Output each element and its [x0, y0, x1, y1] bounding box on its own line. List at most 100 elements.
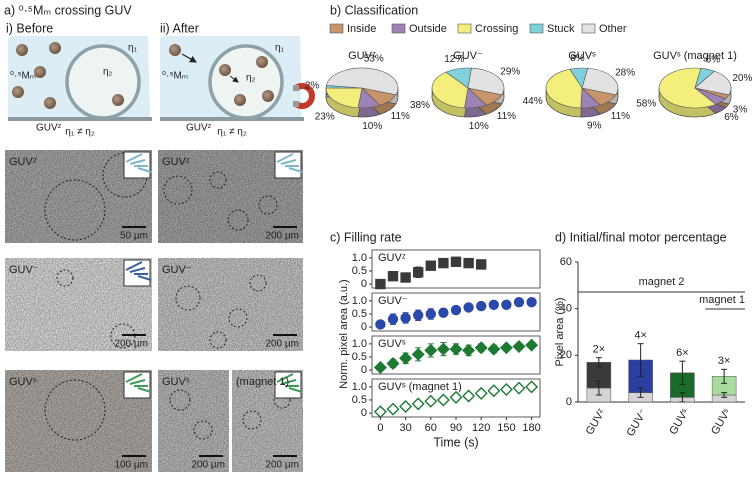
bar-label: 6× — [676, 347, 689, 359]
micrograph: GUV⁻ 200 µm — [158, 258, 303, 351]
x-tick-label: 30 — [399, 422, 411, 434]
pie-slice — [545, 68, 583, 109]
pie-title: GUVᶻ — [348, 50, 376, 62]
point — [386, 357, 400, 371]
point — [450, 304, 462, 316]
error-bar — [595, 357, 602, 368]
panel-title: b) Classification — [330, 3, 418, 17]
inset-helix — [125, 153, 143, 163]
pie-value-label: 9% — [587, 121, 602, 132]
pie-slice — [325, 67, 399, 96]
point — [399, 351, 413, 365]
y-tick-label: 0.5 — [352, 351, 367, 363]
inset-helix — [125, 261, 143, 271]
legend-swatch — [457, 23, 472, 34]
point — [449, 390, 463, 404]
panel-title: a) ⁰·⁵Mₘ crossing GUV — [4, 3, 132, 17]
inset-helix — [129, 159, 146, 165]
vesicle-outline — [227, 209, 249, 231]
pie-slice — [658, 67, 717, 109]
x-tick-label: 180 — [522, 422, 540, 434]
motor — [49, 42, 61, 54]
series-label: GUV⁻ — [378, 295, 408, 307]
pie-value-label: 8% — [570, 53, 585, 64]
surface-label: GUVᶻ — [36, 123, 62, 134]
point — [525, 380, 539, 394]
legend-swatch — [391, 23, 406, 34]
point — [474, 386, 488, 400]
micrograph: GUV⁻ 200 µm — [5, 258, 152, 351]
legend-label: Inside — [347, 23, 376, 35]
image-label: GUVᶻ — [9, 156, 37, 168]
vesicle-outline — [169, 389, 191, 411]
scale-label: 200 µm — [265, 231, 299, 242]
vesicle-outline — [209, 331, 227, 349]
inset-helix — [288, 167, 303, 173]
x-tick-label: 60 — [425, 422, 437, 434]
y-tick-label: 1.0 — [352, 252, 367, 264]
point — [463, 257, 474, 269]
y-tick-label: 1.0 — [352, 295, 367, 307]
vesicle — [65, 44, 141, 120]
pie-value-label: 11% — [497, 111, 516, 122]
error-bar — [721, 392, 728, 398]
legend-label: Outside — [409, 23, 447, 35]
point — [399, 400, 413, 414]
charts: b) Classification Inside Outside Crossing St… — [305, 3, 753, 449]
y-tick-label: 0.5 — [352, 394, 367, 406]
subpanel-title: ii) After — [160, 21, 199, 35]
subpanel-title: i) Before — [6, 21, 53, 35]
image-label: GUV⁻ — [162, 264, 192, 276]
inset-helix — [137, 275, 152, 281]
pie-slice — [694, 70, 732, 96]
motor — [16, 44, 28, 56]
point — [499, 382, 513, 396]
point — [463, 302, 474, 313]
x-tick-label: GUVˢ — [667, 407, 691, 437]
subplot-frame — [371, 292, 541, 332]
motor — [169, 44, 181, 56]
motor — [234, 94, 246, 106]
point — [525, 338, 539, 352]
pie-slice — [581, 67, 619, 96]
inset-helix — [276, 153, 294, 163]
x-tick-label: GUV⁻ — [625, 407, 650, 439]
pie-value-label: 44% — [523, 96, 543, 107]
point — [462, 389, 476, 403]
pie-title: GUVˢ — [568, 50, 596, 62]
point — [501, 299, 512, 310]
inset-helix — [280, 379, 297, 385]
pie-title: GUVˢ (magnet 1) — [653, 50, 737, 62]
error-bar — [637, 387, 644, 398]
motor — [44, 97, 56, 109]
motor-label: ⁰·⁵Mₘ — [10, 71, 36, 82]
motor — [262, 90, 274, 102]
viscosity-label: η₂ — [246, 73, 256, 84]
viscosity-label: η₂ — [103, 67, 113, 78]
motion-arrow — [229, 75, 239, 83]
error-bar — [679, 360, 686, 385]
point — [474, 341, 488, 355]
x-axis-label: Time (s) — [433, 435, 478, 449]
image-label: GUVᶻ — [162, 156, 190, 168]
scale-label: 100 µm — [114, 460, 148, 471]
point — [436, 342, 450, 356]
legend-label: Crossing — [475, 23, 518, 35]
point — [387, 271, 399, 282]
inset-helix — [137, 387, 152, 393]
point — [425, 260, 436, 271]
series-label: GUVˢ (magnet 1) — [378, 381, 462, 393]
micrograph: GUVᶻ 200 µm — [158, 150, 303, 243]
x-tick-label: GUVˢ — [709, 407, 733, 437]
pie-value-label: 28% — [615, 67, 635, 78]
pie-value-label: 53% — [364, 53, 384, 64]
vesicle-outline — [249, 274, 267, 292]
y-tick-label: 0.5 — [352, 308, 367, 320]
pie-value-label: 2% — [305, 81, 320, 92]
legend-label: Other — [599, 23, 627, 35]
vesicle-outline — [44, 179, 106, 241]
point — [512, 381, 526, 395]
scale-label: 200 µm — [265, 460, 299, 471]
scale-label: 200 µm — [191, 460, 225, 471]
condition-label: η₁ ≠ η₂ — [217, 127, 247, 138]
